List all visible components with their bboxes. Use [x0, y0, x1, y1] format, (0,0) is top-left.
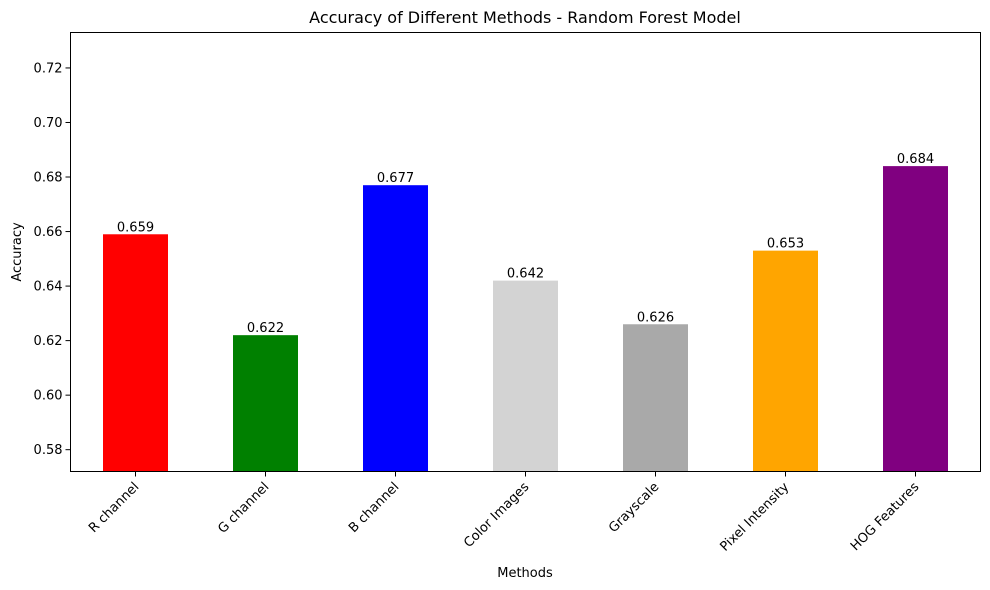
y-tick-label-1: 0.60 — [34, 389, 63, 404]
x-tick-label-2: B channel — [346, 480, 402, 536]
bar-1 — [233, 335, 298, 472]
bar-6 — [883, 166, 948, 472]
bar-2 — [363, 185, 428, 472]
y-tick-label-3: 0.64 — [34, 280, 63, 295]
bar-4 — [623, 324, 688, 472]
y-axis: 0.58 0.60 0.62 0.64 0.66 0.68 0.70 0.72 — [34, 61, 71, 458]
bar-3 — [493, 280, 558, 472]
x-tick-label-6: HOG Features — [848, 480, 922, 554]
y-tick-label-0: 0.58 — [34, 443, 63, 458]
data-label-5: 0.653 — [767, 237, 804, 252]
x-tick-label-4: Grayscale — [606, 480, 662, 536]
x-axis: R channel G channel B channel Color Images G… — [86, 471, 922, 555]
data-label-1: 0.622 — [247, 321, 284, 336]
y-tick-label-6: 0.70 — [34, 116, 63, 131]
x-axis-label: Methods — [497, 566, 553, 581]
bar-5 — [753, 250, 818, 472]
x-tick-label-3: Color Images — [461, 480, 532, 551]
y-axis-label: Accuracy — [10, 222, 25, 282]
data-label-2: 0.677 — [377, 171, 414, 186]
bar-0 — [103, 234, 168, 472]
x-tick-label-5: Pixel Intensity — [718, 480, 793, 555]
y-tick-label-5: 0.68 — [34, 171, 63, 186]
chart-title: Accuracy of Different Methods - Random F… — [309, 8, 741, 27]
data-label-3: 0.642 — [507, 267, 544, 282]
data-label-0: 0.659 — [117, 220, 154, 235]
data-label-4: 0.626 — [637, 310, 674, 325]
data-labels-group: 0.659 0.622 0.677 0.642 0.626 0.653 0.684 — [117, 152, 934, 336]
x-tick-label-0: R channel — [86, 480, 142, 536]
bars-group — [103, 166, 948, 472]
data-label-6: 0.684 — [897, 152, 934, 167]
x-tick-label-1: G channel — [215, 480, 272, 537]
y-tick-label-7: 0.72 — [34, 61, 63, 76]
y-tick-label-2: 0.62 — [34, 334, 63, 349]
y-tick-label-4: 0.66 — [34, 225, 63, 240]
